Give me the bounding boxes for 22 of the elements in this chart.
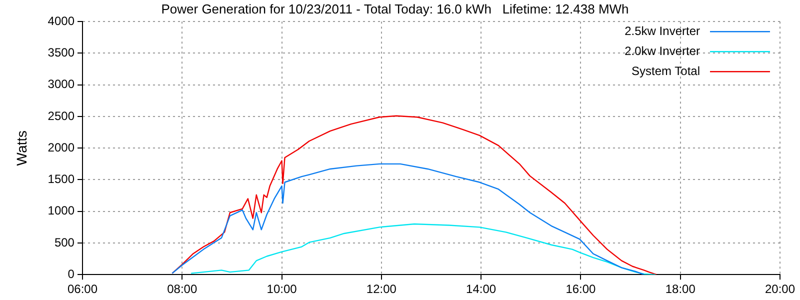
x-tick-label: 12:00 [366, 282, 397, 296]
y-tick-label: 4000 [48, 14, 75, 28]
x-tick-label: 08:00 [167, 282, 198, 296]
x-tick-label: 10:00 [266, 282, 298, 296]
x-tick-label: 18:00 [665, 282, 696, 296]
y-tick-label: 500 [54, 235, 75, 250]
legend-label: 2.0kw Inverter [624, 44, 700, 58]
chart-title: Power Generation for 10/23/2011 - Total Today: 16.0 kWh Lifetime: 12.438 MWh [161, 1, 629, 16]
x-tick-label: 20:00 [764, 282, 796, 296]
y-tick-label: 2000 [48, 140, 75, 154]
y-tick-label: 0 [68, 266, 75, 281]
y-tick-label: 3000 [48, 77, 75, 92]
legend-label: 2.5kw Inverter [624, 24, 700, 38]
y-tick-label: 2500 [48, 108, 75, 123]
y-axis-title: Watts [13, 130, 30, 166]
y-tick-label: 1500 [48, 172, 75, 186]
legend-label: System Total [632, 64, 700, 78]
y-tick-label: 1000 [48, 204, 75, 218]
x-tick-label: 14:00 [466, 282, 496, 296]
x-tick-label: 16:00 [566, 282, 596, 296]
y-tick-label: 3500 [48, 46, 75, 60]
x-tick-label: 06:00 [67, 282, 98, 296]
